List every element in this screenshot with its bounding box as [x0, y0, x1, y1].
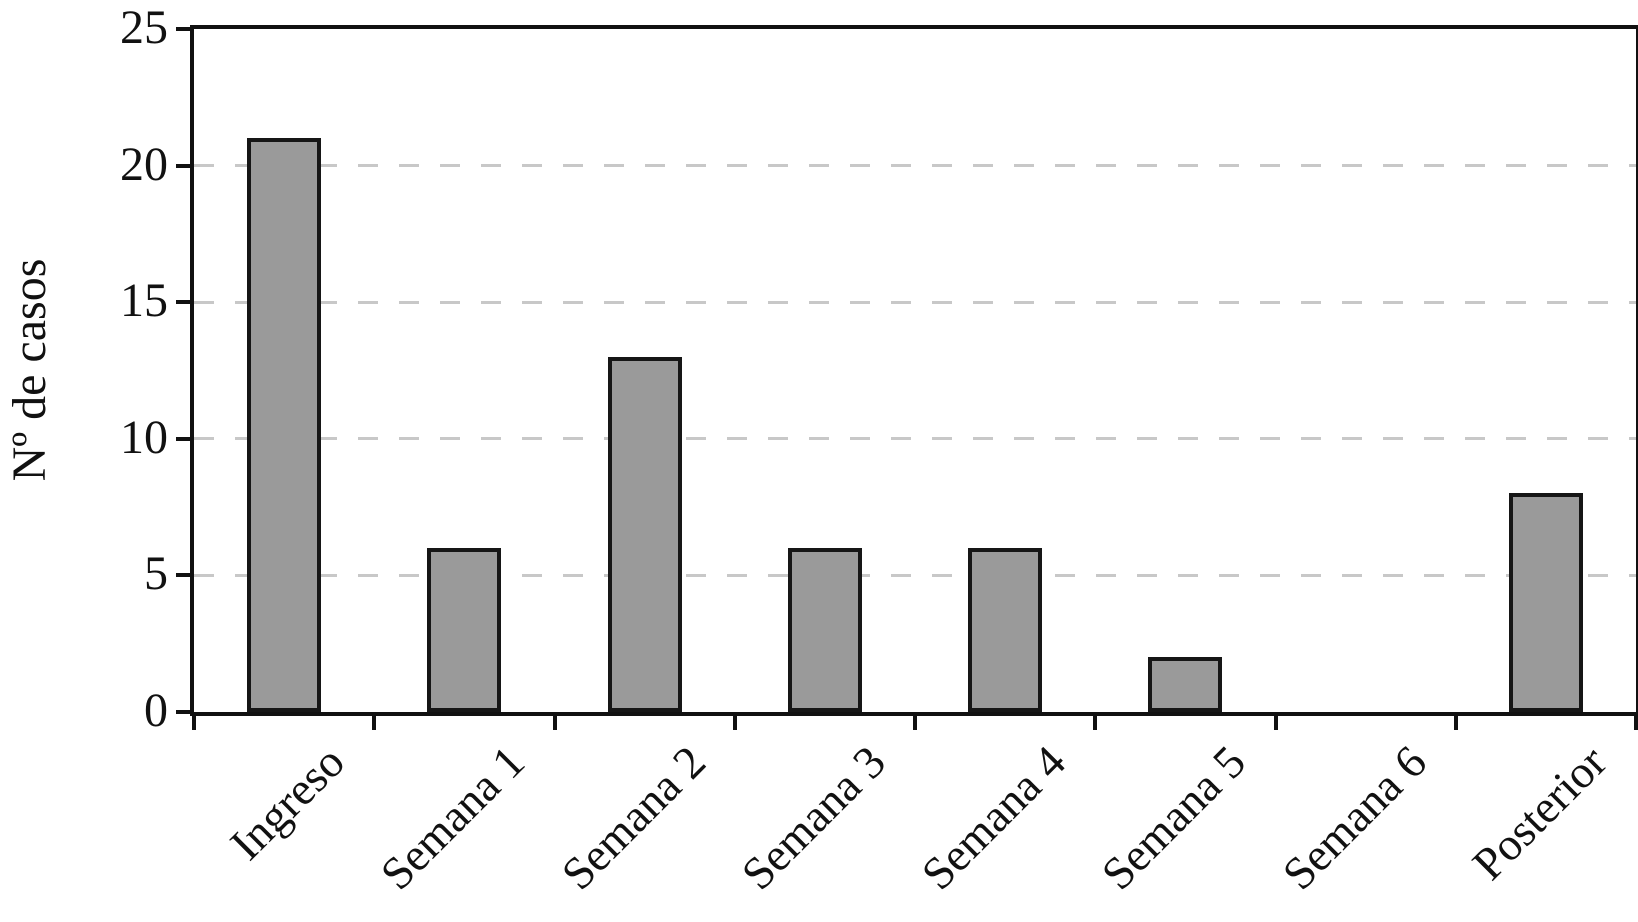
x-tick-8	[1634, 716, 1638, 730]
bar-semana-2	[608, 357, 682, 712]
gridline-15	[194, 301, 1636, 304]
y-tick-10	[176, 437, 190, 441]
x-tick-label-ingreso: Ingreso	[220, 735, 355, 870]
y-tick-15	[176, 300, 190, 304]
x-tick-5	[1093, 716, 1097, 730]
y-tick-5	[176, 573, 190, 577]
x-tick-label-semana-3: Semana 3	[731, 735, 895, 900]
x-tick-1	[372, 716, 376, 730]
bar-semana-3	[788, 548, 862, 712]
y-tick-label-20: 20	[120, 138, 168, 192]
y-tick-label-15: 15	[120, 274, 168, 328]
y-tick-20	[176, 164, 190, 168]
x-tick-label-semana-1: Semana 1	[370, 735, 535, 900]
x-tick-label-semana-5: Semana 5	[1091, 735, 1256, 900]
x-tick-0	[192, 716, 196, 730]
x-tick-7	[1454, 716, 1458, 730]
x-tick-2	[553, 716, 557, 730]
bar-ingreso	[247, 138, 321, 712]
gridline-10	[194, 437, 1636, 440]
x-tick-label-semana-4: Semana 4	[911, 735, 1076, 900]
y-tick-label-5: 5	[144, 547, 168, 601]
x-tick-4	[913, 716, 917, 730]
plot-area-frame	[190, 25, 1638, 716]
bar-posterior	[1509, 493, 1583, 712]
y-tick-0	[176, 710, 190, 714]
gridline-20	[194, 164, 1636, 167]
x-tick-6	[1274, 716, 1278, 730]
y-tick-label-0: 0	[144, 684, 168, 738]
bar-semana-5	[1148, 657, 1222, 712]
y-tick-label-25: 25	[120, 1, 168, 55]
gridline-5	[194, 574, 1636, 577]
x-tick-label-semana-6: Semana 6	[1272, 735, 1436, 900]
y-tick-label-10: 10	[120, 411, 168, 465]
bar-semana-1	[427, 548, 501, 712]
x-tick-3	[733, 716, 737, 730]
y-tick-25	[176, 27, 190, 31]
x-tick-label-semana-2: Semana 2	[551, 735, 715, 900]
x-tick-label-posterior: Posterior	[1462, 735, 1616, 890]
bar-semana-4	[968, 548, 1042, 712]
